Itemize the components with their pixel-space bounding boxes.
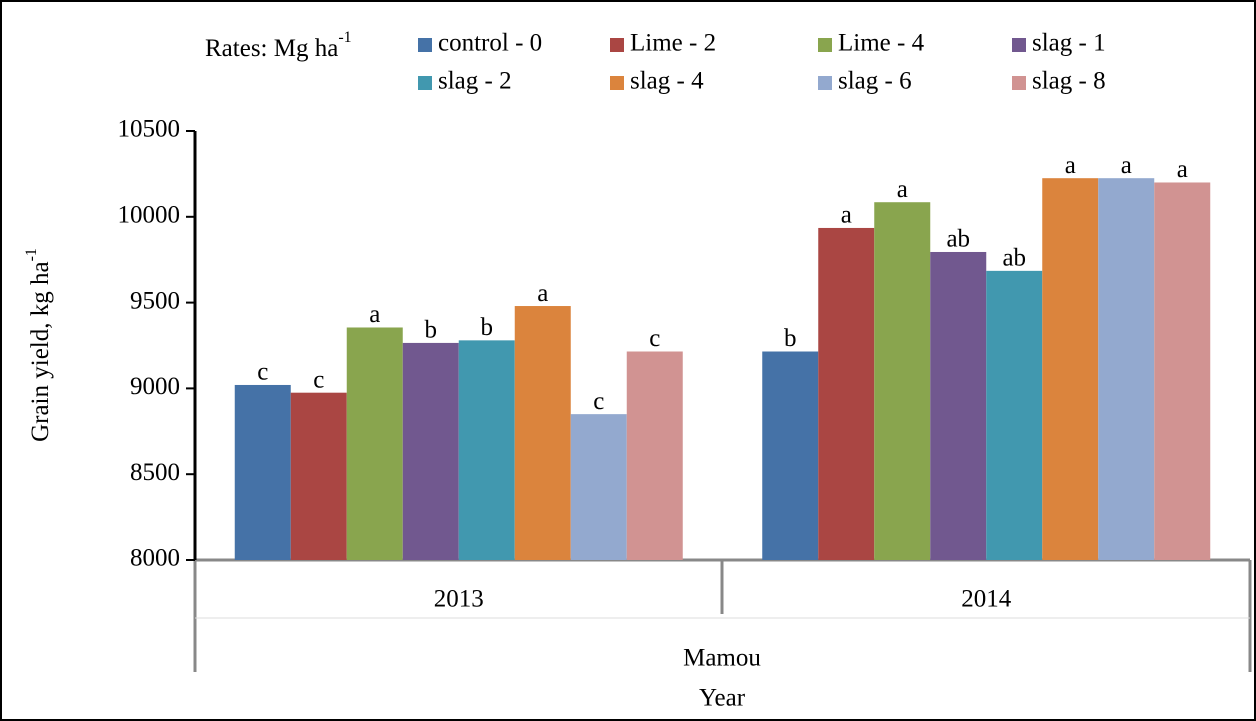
bar	[626, 351, 683, 560]
significance-letter: b	[481, 314, 494, 341]
bar	[402, 342, 459, 560]
legend-swatch	[610, 76, 624, 90]
significance-letter: a	[1121, 152, 1132, 179]
significance-letter: a	[1177, 156, 1188, 183]
legend-label: slag - 6	[838, 68, 912, 95]
legend-swatch	[418, 38, 432, 52]
bar	[874, 202, 931, 561]
significance-letter: c	[257, 359, 268, 386]
significance-letter: a	[369, 301, 380, 328]
significance-letter: a	[897, 176, 908, 203]
significance-letter: ab	[1002, 245, 1026, 272]
significance-letter: c	[313, 366, 324, 393]
y-title-text: Grain yield, kg ha	[27, 261, 54, 442]
y-axis-title: Grain yield, kg ha-1	[23, 248, 54, 442]
bar	[1042, 178, 1099, 560]
bar	[818, 227, 875, 561]
y-title-sup: -1	[23, 248, 40, 261]
legend-label: Lime - 4	[838, 30, 925, 57]
bar	[1154, 182, 1211, 561]
y-tick-label: 10500	[118, 116, 181, 143]
group-label: Mamou	[683, 645, 761, 672]
bar	[986, 270, 1043, 560]
x-axis-title: Year	[699, 685, 746, 712]
legend-label: slag - 8	[1032, 68, 1106, 95]
y-tick-label: 9500	[130, 287, 180, 314]
legend-swatch	[610, 38, 624, 52]
legend-swatch	[818, 76, 832, 90]
significance-letter: a	[841, 202, 852, 229]
bar	[1098, 178, 1155, 560]
bar	[234, 384, 291, 560]
legend-label: Lime - 2	[630, 30, 716, 57]
y-tick-label: 9000	[130, 373, 180, 400]
significance-letter: ab	[946, 226, 970, 253]
legend-swatch	[1012, 38, 1026, 52]
legend-title-text: Rates: Mg ha	[205, 35, 338, 62]
significance-letter: a	[537, 280, 548, 307]
significance-letter: b	[784, 325, 797, 352]
bar	[346, 327, 403, 560]
legend-title-sup: -1	[338, 29, 351, 46]
x-tick-label: 2013	[434, 586, 484, 613]
significance-letter: b	[425, 317, 438, 344]
bar	[570, 414, 627, 560]
bar	[762, 351, 819, 560]
y-tick-label: 10000	[118, 202, 181, 229]
bar	[514, 306, 571, 560]
significance-letter: c	[593, 388, 604, 415]
legend-swatch	[1012, 76, 1026, 90]
legend-label: slag - 4	[630, 68, 704, 95]
bar	[290, 392, 347, 560]
significance-letter: c	[649, 325, 660, 352]
legend-label: slag - 1	[1032, 30, 1106, 57]
bar	[458, 340, 515, 560]
legend-label: control - 0	[438, 30, 542, 57]
legend-title: Rates: Mg ha-1	[205, 29, 352, 62]
legend-swatch	[418, 76, 432, 90]
bar	[930, 251, 987, 560]
legend-label: slag - 2	[438, 68, 512, 95]
x-tick-label: 2014	[961, 586, 1012, 613]
y-tick-label: 8500	[130, 459, 180, 486]
significance-letter: a	[1065, 152, 1076, 179]
y-tick-label: 8000	[130, 545, 180, 572]
legend-swatch	[818, 38, 832, 52]
